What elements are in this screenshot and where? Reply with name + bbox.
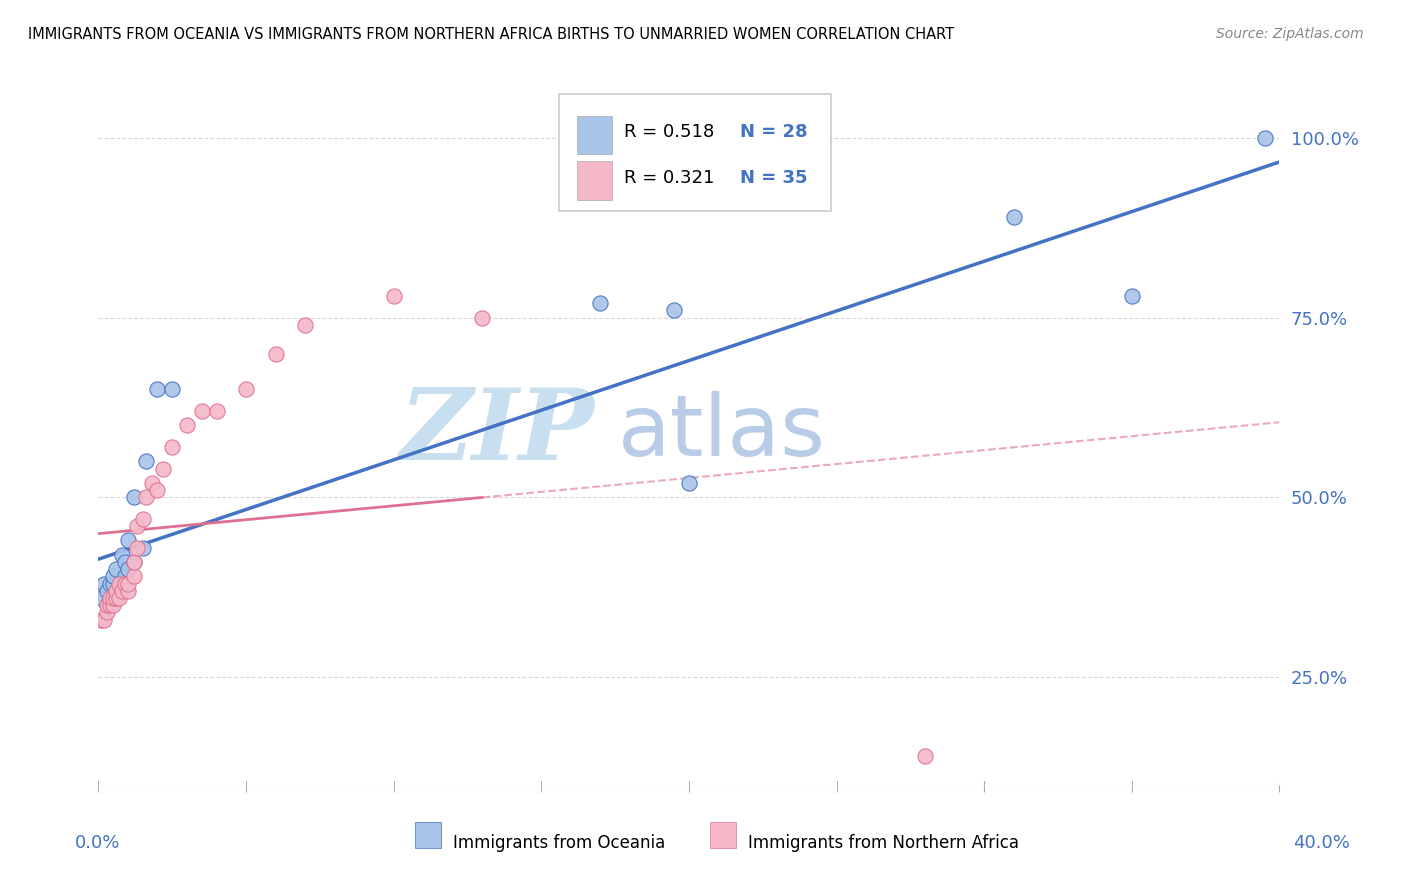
Point bbox=[117, 533, 139, 548]
Point bbox=[105, 583, 128, 598]
Point bbox=[96, 583, 118, 598]
Text: N = 35: N = 35 bbox=[740, 169, 807, 186]
Text: ZIP: ZIP bbox=[399, 384, 595, 481]
Text: Source: ZipAtlas.com: Source: ZipAtlas.com bbox=[1216, 27, 1364, 41]
Point bbox=[294, 318, 316, 332]
Text: R = 0.518: R = 0.518 bbox=[624, 123, 714, 141]
Point bbox=[103, 576, 125, 591]
Point bbox=[117, 562, 139, 576]
Point bbox=[589, 296, 612, 310]
Point bbox=[125, 519, 148, 533]
Point bbox=[135, 491, 157, 505]
Point bbox=[664, 303, 686, 318]
Point bbox=[141, 475, 163, 490]
Point bbox=[125, 541, 148, 555]
FancyBboxPatch shape bbox=[576, 115, 612, 154]
Point bbox=[1254, 130, 1277, 145]
Point bbox=[132, 512, 155, 526]
Point bbox=[122, 555, 145, 569]
Text: N = 28: N = 28 bbox=[740, 123, 807, 141]
FancyBboxPatch shape bbox=[415, 822, 441, 848]
Point bbox=[114, 576, 136, 591]
Point bbox=[914, 749, 936, 764]
Point bbox=[122, 491, 145, 505]
Point bbox=[111, 576, 134, 591]
FancyBboxPatch shape bbox=[576, 161, 612, 200]
Point bbox=[93, 613, 115, 627]
Point bbox=[108, 583, 131, 598]
Text: IMMIGRANTS FROM OCEANIA VS IMMIGRANTS FROM NORTHERN AFRICA BIRTHS TO UNMARRIED W: IMMIGRANTS FROM OCEANIA VS IMMIGRANTS FR… bbox=[28, 27, 955, 42]
FancyBboxPatch shape bbox=[710, 822, 737, 848]
Point bbox=[135, 454, 157, 468]
Point bbox=[1121, 289, 1143, 303]
Point bbox=[678, 475, 700, 490]
Point bbox=[105, 583, 128, 598]
FancyBboxPatch shape bbox=[560, 95, 831, 211]
Point bbox=[96, 598, 118, 612]
Point bbox=[117, 583, 139, 598]
Point bbox=[191, 404, 214, 418]
Text: R = 0.321: R = 0.321 bbox=[624, 169, 714, 186]
Point bbox=[471, 310, 494, 325]
Point bbox=[122, 555, 145, 569]
Text: Immigrants from Oceania: Immigrants from Oceania bbox=[453, 834, 665, 852]
Point bbox=[162, 383, 183, 397]
Point bbox=[382, 289, 405, 303]
Point bbox=[176, 418, 198, 433]
Point bbox=[162, 440, 183, 454]
Point bbox=[103, 598, 125, 612]
Point bbox=[98, 576, 121, 591]
Point bbox=[98, 598, 121, 612]
Point bbox=[1002, 210, 1025, 224]
Point bbox=[105, 562, 128, 576]
Point bbox=[96, 606, 118, 620]
Text: 40.0%: 40.0% bbox=[1294, 834, 1350, 852]
Point bbox=[111, 548, 134, 562]
Point bbox=[152, 461, 174, 475]
Point bbox=[117, 576, 139, 591]
Point bbox=[122, 569, 145, 583]
Point bbox=[264, 346, 287, 360]
Point bbox=[111, 583, 134, 598]
Text: Immigrants from Northern Africa: Immigrants from Northern Africa bbox=[748, 834, 1019, 852]
Point bbox=[90, 591, 112, 605]
Point bbox=[146, 383, 169, 397]
Text: 0.0%: 0.0% bbox=[75, 834, 120, 852]
Point bbox=[132, 541, 155, 555]
Point bbox=[90, 613, 112, 627]
Point bbox=[114, 555, 136, 569]
Point bbox=[98, 591, 121, 605]
Point bbox=[103, 569, 125, 583]
Point bbox=[146, 483, 169, 497]
Point bbox=[108, 576, 131, 591]
Point bbox=[103, 591, 125, 605]
Point bbox=[108, 591, 131, 605]
Point bbox=[205, 404, 228, 418]
Point bbox=[235, 383, 257, 397]
Point bbox=[105, 591, 128, 605]
Point bbox=[96, 598, 118, 612]
Point bbox=[114, 569, 136, 583]
Text: atlas: atlas bbox=[619, 391, 827, 475]
Point bbox=[93, 576, 115, 591]
